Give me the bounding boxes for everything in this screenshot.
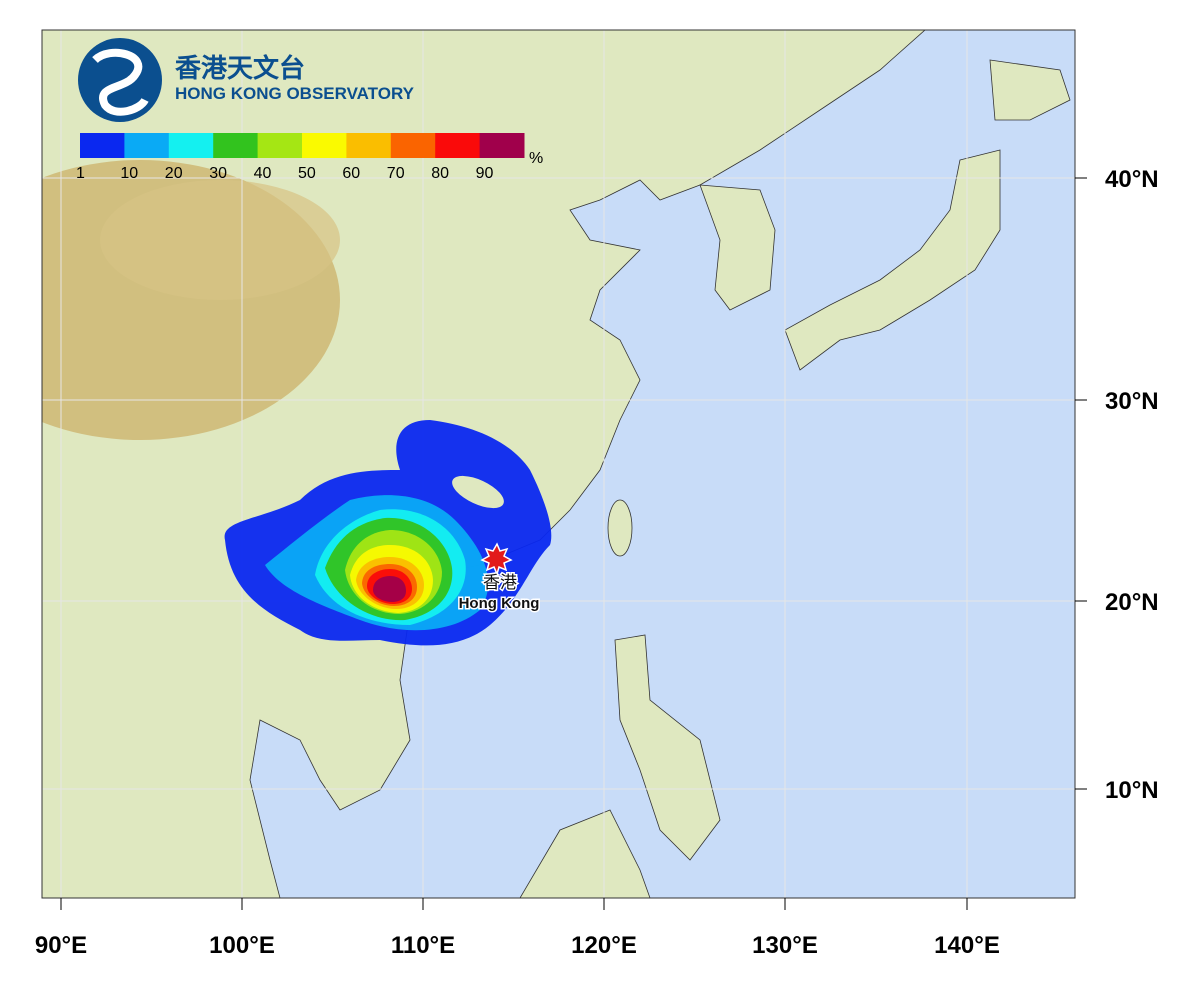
- lat-label: 20°N: [1105, 589, 1159, 616]
- colorbar-segment: [168, 133, 214, 158]
- lon-label: 120°E: [571, 932, 637, 959]
- lat-label: 30°N: [1105, 388, 1159, 415]
- colorbar-segment: [80, 133, 125, 158]
- lon-label: 140°E: [934, 932, 1000, 959]
- philippines: [614, 634, 721, 861]
- colorbar-label: 50: [298, 165, 316, 182]
- lon-label: 110°E: [391, 932, 455, 959]
- colorbar-segment: [124, 133, 170, 158]
- colorbar-segment: [302, 133, 347, 158]
- colorbar-segment: [257, 133, 303, 158]
- probability-contours: [224, 420, 552, 646]
- colorbar-label: 90: [476, 165, 494, 182]
- marker-label-english: Hong Kong: [459, 595, 540, 612]
- colorbar-label: 30: [209, 165, 227, 182]
- colorbar-label: 80: [431, 165, 449, 182]
- logo-english: HONG KONG OBSERVATORY: [175, 84, 415, 103]
- plateau: [100, 180, 340, 300]
- colorbar: % 1 10 20 30 40 50 60 70 80 90: [76, 133, 543, 182]
- lon-label: 100°E: [209, 932, 275, 959]
- colorbar-label: 70: [387, 165, 405, 182]
- colorbar-label: 10: [120, 165, 138, 182]
- colorbar-segment: [479, 133, 525, 158]
- colorbar-segment: [346, 133, 392, 158]
- logo-chinese: 香港天文台: [175, 53, 305, 83]
- colorbar-segment: [213, 133, 259, 158]
- colorbar-label: 60: [342, 165, 360, 182]
- contour: [373, 576, 406, 602]
- borneo: [519, 809, 651, 898]
- colorbar-label: 40: [254, 165, 272, 182]
- japan: [784, 59, 1071, 371]
- colorbar-unit: %: [529, 150, 543, 167]
- colorbar-segment: [390, 133, 436, 158]
- map: 香港 Hong Kong 香港天文台 HONG KONG OBSERVATORY…: [42, 30, 1075, 898]
- logo: 香港天文台 HONG KONG OBSERVATORY: [78, 38, 415, 122]
- lon-label: 130°E: [752, 932, 818, 959]
- marker-label-chinese: 香港: [483, 573, 517, 592]
- lat-label: 40°N: [1105, 166, 1159, 193]
- korea: [699, 184, 776, 311]
- lon-label: 90°E: [35, 932, 87, 959]
- taiwan: [607, 499, 633, 557]
- colorbar-label: 1: [76, 165, 85, 182]
- hong-kong-star: [480, 542, 513, 577]
- colorbar-label: 20: [165, 165, 183, 182]
- map-frame: [41, 29, 1076, 899]
- colorbar-segment: [435, 133, 481, 158]
- axes: 90°E 100°E 110°E 120°E 130°E 140°E 40°N 30°N 20°…: [35, 166, 1159, 959]
- lat-label: 10°N: [1105, 777, 1159, 804]
- contour-hole: [452, 475, 504, 509]
